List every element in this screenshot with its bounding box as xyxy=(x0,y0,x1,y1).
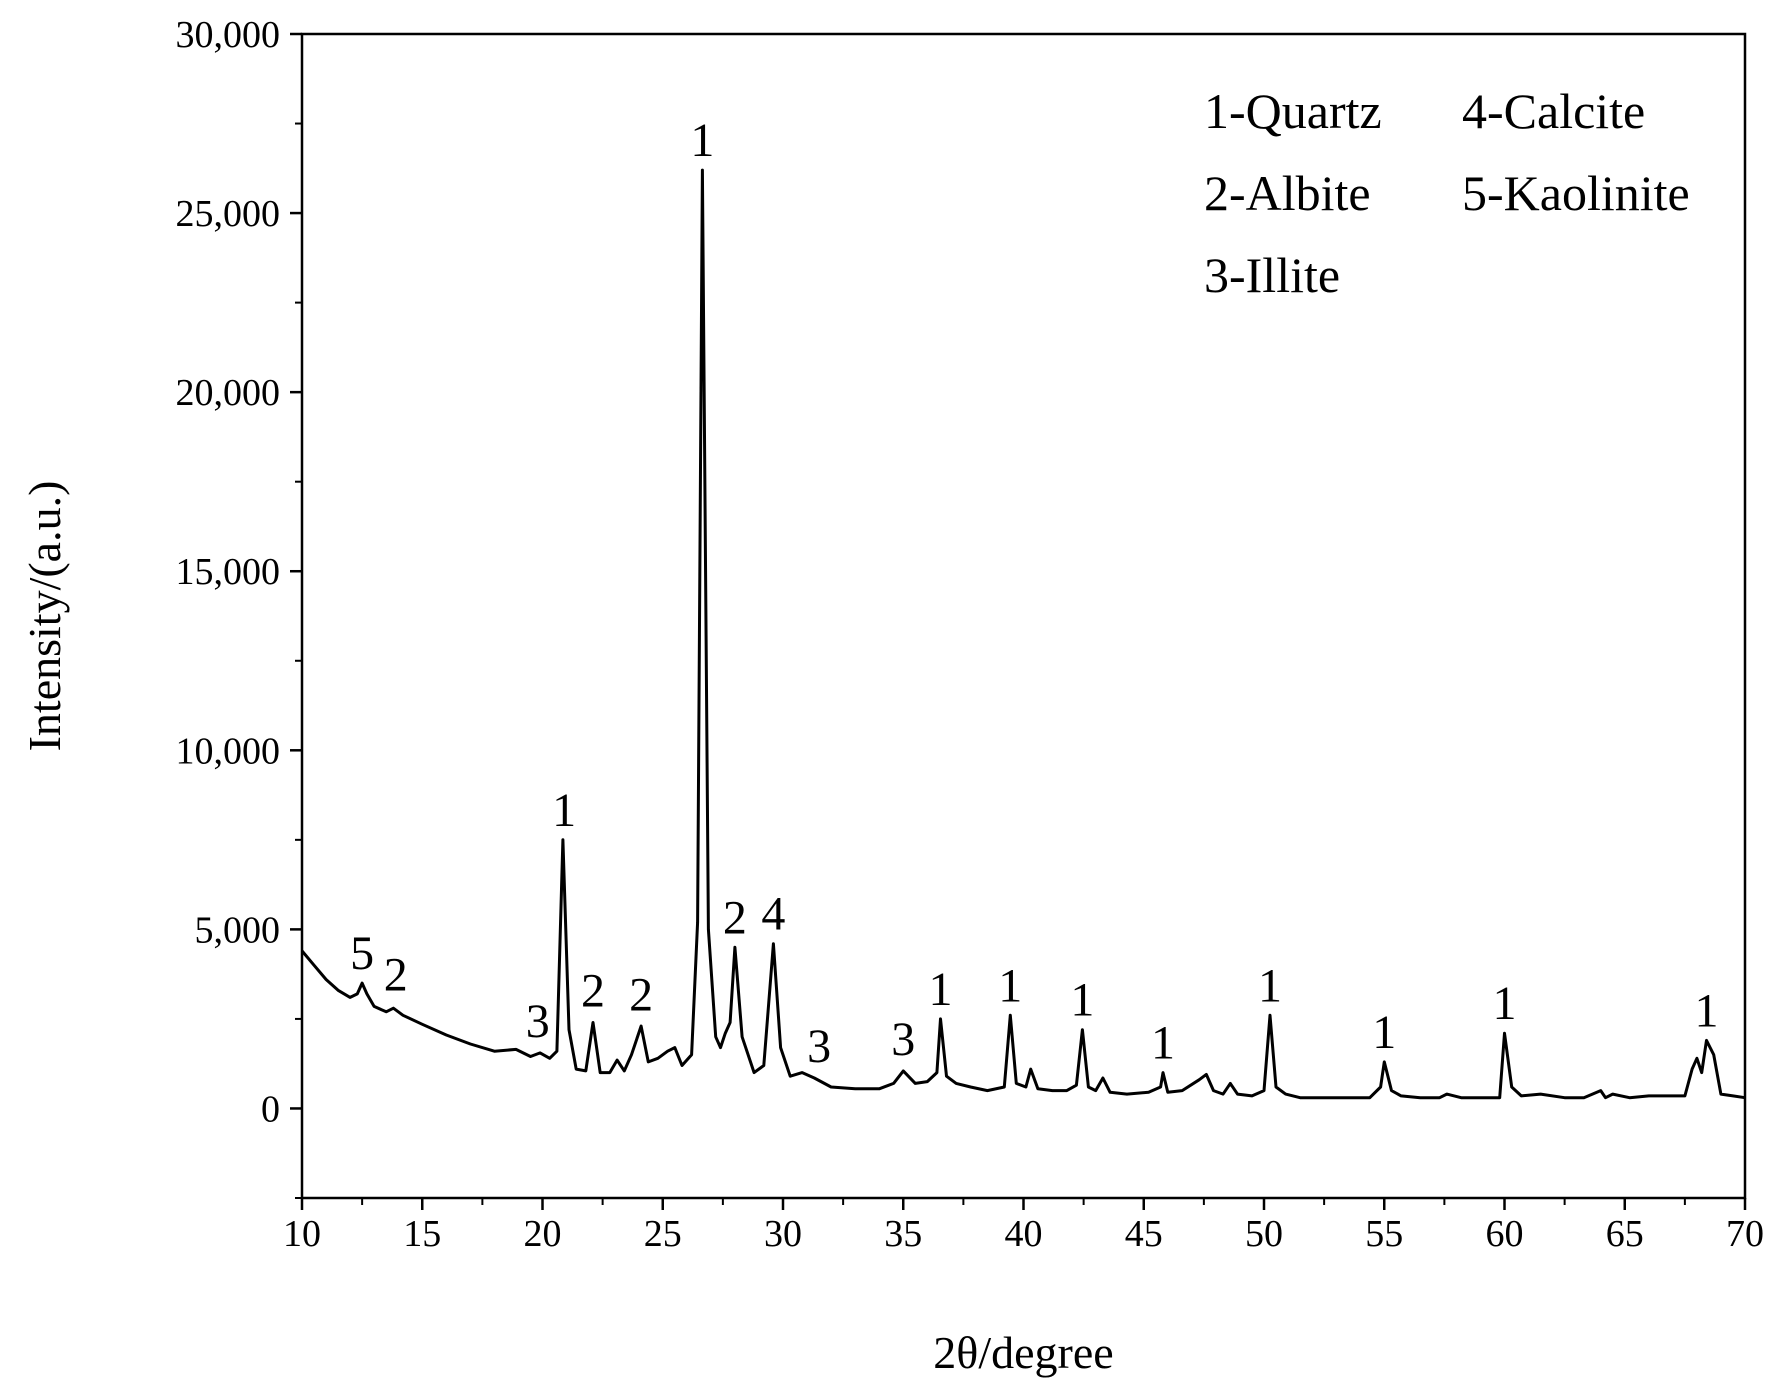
x-tick-label: 55 xyxy=(1365,1213,1403,1255)
legend-entry: 5-Kaolinite xyxy=(1462,165,1690,221)
x-tick-label: 10 xyxy=(283,1213,321,1255)
x-tick-label: 45 xyxy=(1125,1213,1163,1255)
peak-label: 1 xyxy=(690,114,714,167)
peak-label: 1 xyxy=(1070,974,1094,1027)
x-tick-label: 65 xyxy=(1606,1213,1644,1255)
peak-label: 2 xyxy=(384,949,408,1002)
peak-label: 3 xyxy=(526,995,550,1048)
legend-entry: 3-Illite xyxy=(1204,247,1340,303)
legend-entry: 1-Quartz xyxy=(1204,83,1382,139)
y-tick-label: 0 xyxy=(261,1088,280,1130)
x-axis-title: 2θ/degree xyxy=(933,1327,1113,1378)
x-tick-label: 15 xyxy=(403,1213,441,1255)
peak-label: 1 xyxy=(1372,1006,1396,1059)
peak-label: 1 xyxy=(929,963,953,1016)
peak-label: 1 xyxy=(998,959,1022,1012)
peak-label: 1 xyxy=(1695,984,1719,1037)
y-tick-label: 15,000 xyxy=(176,551,281,593)
x-tick-label: 50 xyxy=(1245,1213,1283,1255)
peak-label: 1 xyxy=(1258,959,1282,1012)
y-tick-label: 25,000 xyxy=(176,193,281,235)
plot-area xyxy=(300,168,1746,1100)
y-tick-label: 20,000 xyxy=(176,372,281,414)
y-tick-label: 30,000 xyxy=(176,14,281,56)
y-tick-label: 5,000 xyxy=(195,909,281,951)
peak-label: 5 xyxy=(350,927,374,980)
legend-entry: 2-Albite xyxy=(1204,165,1371,221)
x-tick-label: 40 xyxy=(1005,1213,1043,1255)
legend: 1-Quartz 4-Calcite 2-Albite 5-Kaolinite 3-Il… xyxy=(1204,83,1690,303)
peak-label: 2 xyxy=(629,968,653,1021)
legend-entry: 4-Calcite xyxy=(1462,83,1645,139)
series-line-0 xyxy=(300,168,1746,1100)
peak-label: 1 xyxy=(552,784,576,837)
peak-label: 4 xyxy=(761,888,785,941)
x-tick-label: 20 xyxy=(524,1213,562,1255)
axis-ticks: 10 15 20 25 30 35 40 45 50 55 60 65 7005,00010,00015… xyxy=(176,14,1765,1255)
x-tick-label: 30 xyxy=(764,1213,802,1255)
x-tick-label: 35 xyxy=(884,1213,922,1255)
peak-label: 2 xyxy=(723,891,747,944)
peak-label: 1 xyxy=(1493,977,1517,1030)
x-tick-label: 60 xyxy=(1486,1213,1524,1255)
y-tick-label: 10,000 xyxy=(176,730,281,772)
y-axis-title: Intensity/(a.u.) xyxy=(19,481,70,752)
x-tick-label: 70 xyxy=(1726,1213,1764,1255)
peak-label: 3 xyxy=(891,1013,915,1066)
peak-label: 1 xyxy=(1151,1017,1175,1070)
peak-label: 3 xyxy=(807,1020,831,1073)
peak-label: 2 xyxy=(581,965,605,1018)
x-tick-label: 25 xyxy=(644,1213,682,1255)
